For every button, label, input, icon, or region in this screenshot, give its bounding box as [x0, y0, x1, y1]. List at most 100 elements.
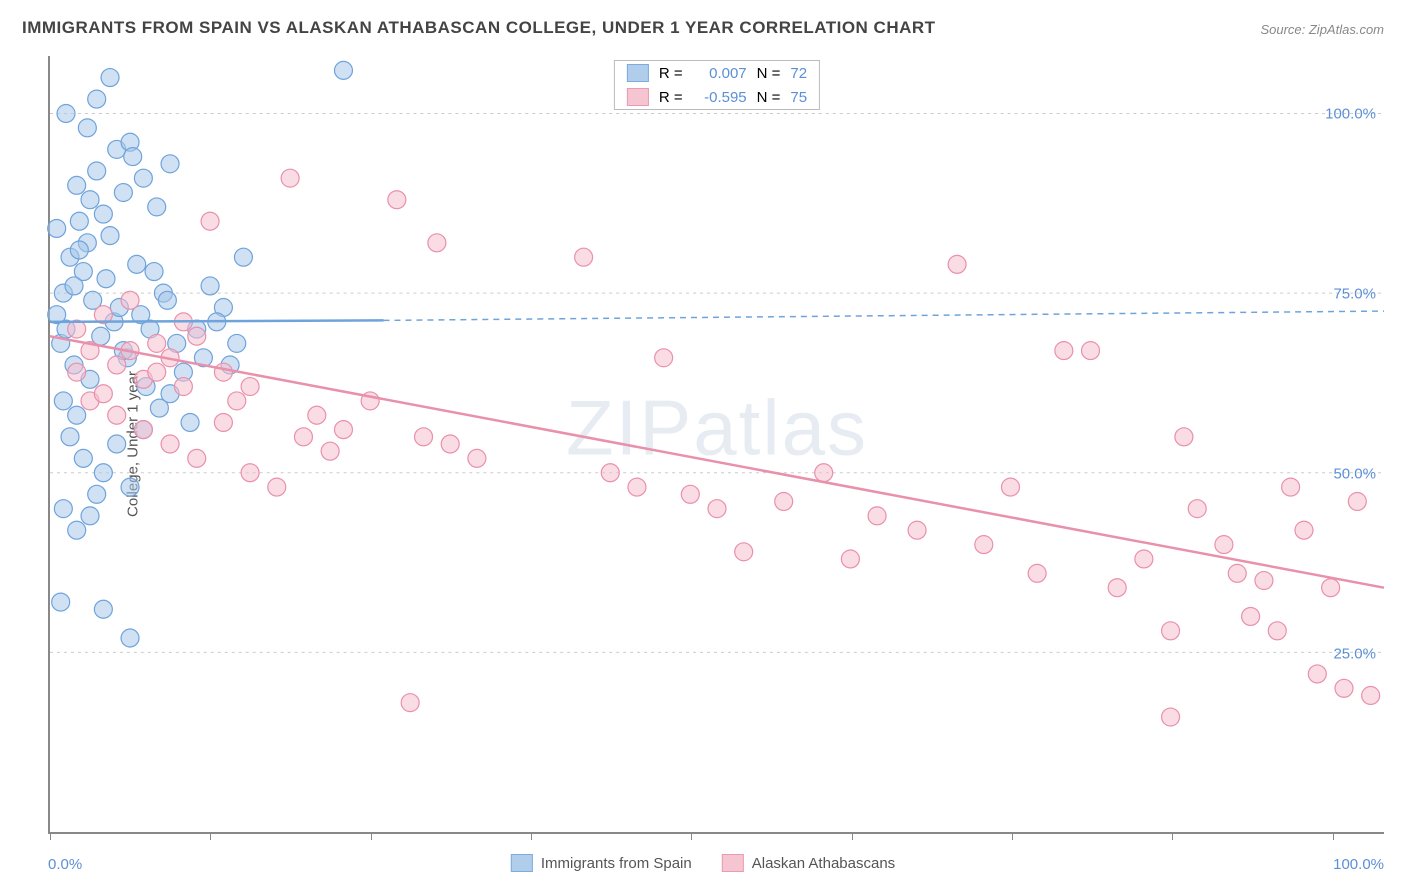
data-point: [54, 500, 72, 518]
x-tick: [1333, 832, 1334, 840]
data-point: [1268, 622, 1286, 640]
data-point: [81, 507, 99, 525]
data-point: [128, 255, 146, 273]
x-axis-min-label: 0.0%: [48, 856, 82, 873]
data-point: [148, 198, 166, 216]
data-point: [1335, 679, 1353, 697]
data-point: [121, 478, 139, 496]
data-point: [214, 363, 232, 381]
legend-label-series1: Immigrants from Spain: [541, 855, 692, 872]
swatch-series2-bottom: [722, 854, 744, 872]
r-label: R =: [659, 89, 683, 106]
data-point: [655, 349, 673, 367]
data-point: [81, 191, 99, 209]
stats-row-series1: R = 0.007 N = 72: [615, 61, 819, 85]
x-tick: [371, 832, 372, 840]
data-point: [161, 435, 179, 453]
data-point: [54, 392, 72, 410]
data-point: [428, 234, 446, 252]
data-point: [975, 536, 993, 554]
chart-svg: [50, 56, 1384, 832]
data-point: [57, 105, 75, 123]
data-point: [241, 464, 259, 482]
data-point: [121, 629, 139, 647]
data-point: [188, 449, 206, 467]
data-point: [61, 428, 79, 446]
data-point: [158, 291, 176, 309]
y-tick-label: 25.0%: [1333, 645, 1376, 662]
data-point: [181, 413, 199, 431]
data-point: [294, 428, 312, 446]
chart-title: IMMIGRANTS FROM SPAIN VS ALASKAN ATHABAS…: [22, 18, 936, 38]
data-point: [1295, 521, 1313, 539]
data-point: [575, 248, 593, 266]
data-point: [148, 334, 166, 352]
series-legend: Immigrants from Spain Alaskan Athabascan…: [511, 854, 895, 872]
data-point: [108, 435, 126, 453]
stats-row-series2: R = -0.595 N = 75: [615, 85, 819, 109]
n-label: N =: [757, 89, 781, 106]
data-point: [241, 378, 259, 396]
data-point: [868, 507, 886, 525]
x-tick: [210, 832, 211, 840]
data-point: [65, 277, 83, 295]
data-point: [228, 392, 246, 410]
data-point: [150, 399, 168, 417]
data-point: [201, 212, 219, 230]
data-point: [145, 263, 163, 281]
r-value-series1: 0.007: [693, 65, 747, 82]
data-point: [1162, 622, 1180, 640]
x-tick: [50, 832, 51, 840]
x-tick: [852, 832, 853, 840]
data-point: [68, 176, 86, 194]
data-point: [214, 413, 232, 431]
data-point: [441, 435, 459, 453]
data-point: [775, 493, 793, 511]
data-point: [101, 69, 119, 87]
trend-line-solid: [50, 336, 1384, 587]
data-point: [1308, 665, 1326, 683]
data-point: [1282, 478, 1300, 496]
x-tick: [1172, 832, 1173, 840]
x-tick: [1012, 832, 1013, 840]
data-point: [70, 212, 88, 230]
x-axis-max-label: 100.0%: [1333, 856, 1384, 873]
data-point: [1322, 579, 1340, 597]
data-point: [1135, 550, 1153, 568]
data-point: [52, 593, 70, 611]
data-point: [815, 464, 833, 482]
data-point: [108, 356, 126, 374]
data-point: [124, 148, 142, 166]
y-tick-label: 50.0%: [1333, 465, 1376, 482]
swatch-series1-bottom: [511, 854, 533, 872]
data-point: [121, 291, 139, 309]
trend-line-solid: [50, 320, 384, 321]
data-point: [268, 478, 286, 496]
data-point: [1082, 342, 1100, 360]
data-point: [1242, 607, 1260, 625]
swatch-series1: [627, 64, 649, 82]
data-point: [48, 219, 66, 237]
data-point: [1001, 478, 1019, 496]
data-point: [201, 277, 219, 295]
x-tick: [531, 832, 532, 840]
n-value-series2: 75: [790, 89, 807, 106]
data-point: [101, 227, 119, 245]
data-point: [228, 334, 246, 352]
data-point: [1188, 500, 1206, 518]
data-point: [1348, 493, 1366, 511]
data-point: [735, 543, 753, 561]
x-tick: [691, 832, 692, 840]
data-point: [68, 521, 86, 539]
data-point: [68, 363, 86, 381]
data-point: [1028, 564, 1046, 582]
data-point: [401, 694, 419, 712]
swatch-series2: [627, 88, 649, 106]
data-point: [1255, 572, 1273, 590]
data-point: [97, 270, 115, 288]
source-attribution: Source: ZipAtlas.com: [1260, 22, 1384, 37]
data-point: [88, 90, 106, 108]
data-point: [88, 485, 106, 503]
data-point: [70, 241, 88, 259]
data-point: [601, 464, 619, 482]
